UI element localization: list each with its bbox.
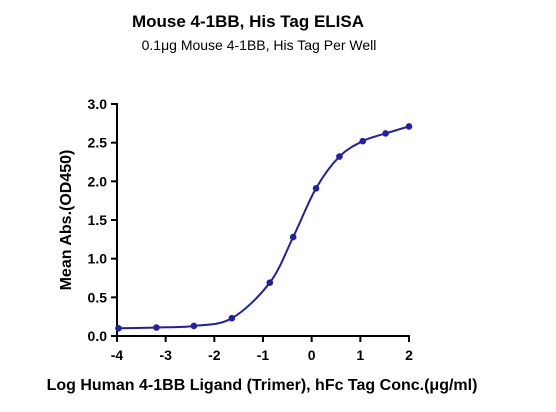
y-tick-label: 1.0 (88, 251, 108, 267)
y-tick-label: 0.5 (88, 289, 108, 305)
y-tick-label: 2.5 (88, 135, 108, 151)
x-tick-label: -4 (111, 347, 124, 363)
data-point (228, 314, 236, 322)
y-tick-label: 3.0 (88, 96, 108, 112)
chart-subtitle: 0.1μg Mouse 4-1BB, His Tag Per Well (142, 37, 377, 53)
data-point (115, 324, 122, 332)
x-tick-label: -1 (257, 347, 270, 363)
data-point (382, 130, 389, 137)
x-axis-label: Log Human 4-1BB Ligand (Trimer), hFc Tag… (47, 377, 478, 394)
data-point (359, 137, 367, 145)
data-point (153, 324, 160, 331)
x-tick-label: 0 (308, 347, 316, 363)
x-tick-label: 1 (356, 347, 364, 363)
x-axis-ticks: -4 -3 -2 -1 0 1 2 (111, 336, 413, 363)
y-tick-label: 0.0 (88, 328, 108, 344)
y-axis-label: Mean Abs.(OD450) (58, 150, 75, 291)
data-point (266, 279, 274, 286)
y-tick-label: 1.5 (88, 212, 108, 228)
data-point (336, 153, 343, 160)
axes (116, 103, 410, 337)
x-tick-label: 2 (405, 347, 413, 363)
data-point (190, 322, 198, 330)
y-axis-ticks: 0.0 0.5 1.0 1.5 2.0 2.5 3.0 (88, 96, 117, 344)
data-points (115, 123, 413, 332)
x-tick-label: -2 (208, 347, 221, 363)
data-point (289, 233, 297, 241)
chart-title: Mouse 4-1BB, His Tag ELISA (132, 12, 364, 31)
fit-curve (118, 125, 410, 330)
x-tick-label: -3 (159, 347, 172, 363)
y-tick-label: 2.0 (88, 173, 108, 189)
data-point (405, 123, 413, 130)
data-point (312, 184, 320, 192)
